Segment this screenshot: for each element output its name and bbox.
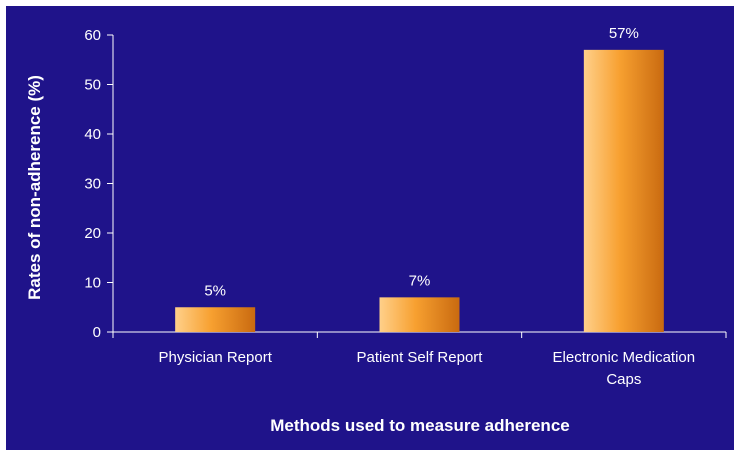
category-label: Physician Report: [158, 349, 272, 366]
y-tick-label: 0: [93, 324, 101, 341]
y-tick-label: 40: [84, 126, 101, 143]
chart-panel: 0 10 20 30 40 50 60 5% 7% 57% Physician Report Pa…: [6, 6, 734, 450]
bar-value-label: 5%: [204, 282, 226, 299]
data-labels: 5% 7% 57%: [204, 25, 639, 299]
bar-value-label: 57%: [609, 25, 639, 42]
x-axis-title: Methods used to measure adherence: [270, 416, 569, 435]
category-labels: Physician Report Patient Self Report Elect…: [158, 349, 695, 388]
y-tick-label: 60: [84, 27, 101, 44]
y-tick-label: 30: [84, 176, 101, 193]
y-axis: 0 10 20 30 40 50 60: [84, 27, 114, 341]
x-axis: [112, 331, 727, 338]
bar: [379, 297, 460, 332]
y-tick-label: 20: [84, 225, 101, 242]
category-label: Electronic Medication: [553, 349, 696, 366]
y-tick-label: 10: [84, 275, 101, 292]
bar-value-label: 7%: [409, 272, 431, 289]
bars: [175, 49, 664, 332]
category-label: Caps: [606, 371, 641, 388]
bar: [175, 307, 256, 332]
category-label: Patient Self Report: [357, 349, 484, 366]
y-axis-title: Rates of non-adherence (%): [25, 75, 44, 300]
bar: [583, 49, 664, 332]
y-tick-label: 50: [84, 77, 101, 94]
bar-chart: 0 10 20 30 40 50 60 5% 7% 57% Physician Report Pa…: [25, 25, 727, 435]
